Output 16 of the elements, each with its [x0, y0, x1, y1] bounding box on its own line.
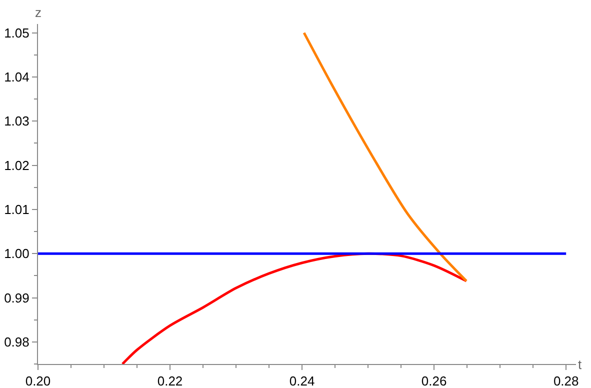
y-tick-label: 1.05: [4, 25, 30, 40]
y-tick-label: 0.98: [4, 334, 30, 350]
y-tick-label: 1.02: [4, 158, 30, 173]
y-tick-label: 0.99: [4, 290, 30, 306]
x-tick-label: 0.22: [157, 374, 183, 388]
x-axis-title: t: [578, 357, 582, 372]
y-tick-label: 1.04: [4, 70, 30, 85]
y-axis-title: z: [35, 5, 42, 20]
x-tick-label: 0.28: [553, 374, 579, 388]
y-tick-label: 1.03: [4, 114, 30, 129]
x-tick-label: 0.20: [25, 374, 51, 388]
line-series: [302, 32, 468, 282]
x-tick-label: 0.24: [289, 374, 315, 388]
y-tick-label: 1.01: [4, 202, 30, 217]
y-tick-label: 1.00: [4, 246, 30, 262]
x-tick-label: 0.26: [421, 374, 447, 388]
